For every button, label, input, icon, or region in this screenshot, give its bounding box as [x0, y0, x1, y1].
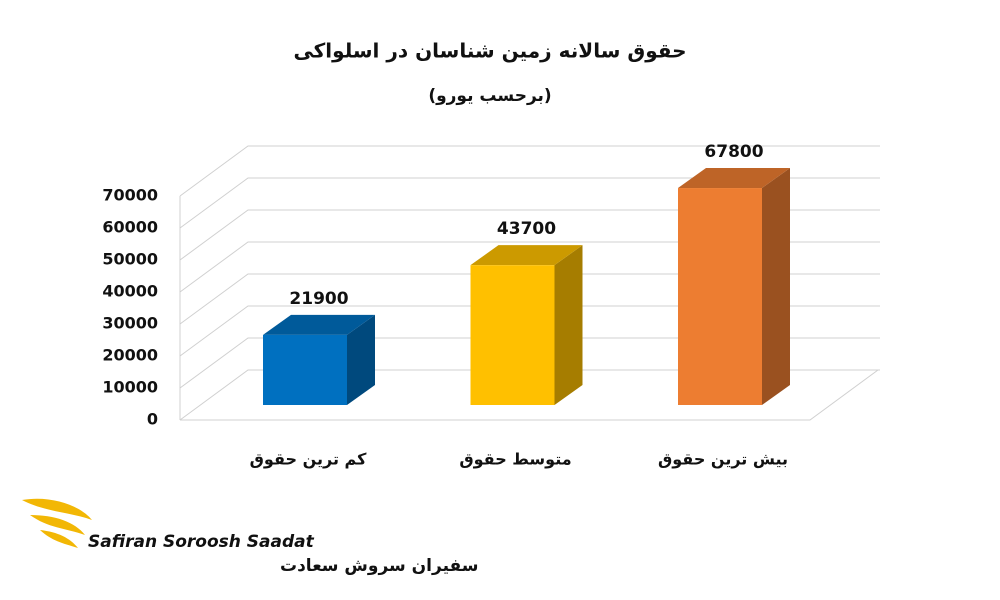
grid-line	[179, 305, 880, 357]
x-tick-label: متوسط حقوق	[459, 450, 571, 469]
bar-side	[762, 168, 790, 405]
chart-subtitle: (برحسب یورو)	[428, 86, 551, 106]
logo: Safiran Soroosh Saadat سفیران سروش سعادت	[22, 498, 478, 576]
grid-line	[179, 273, 880, 325]
y-tick-label: 10000	[102, 378, 158, 397]
bar-side	[554, 245, 583, 405]
y-tick-label: 40000	[102, 282, 158, 301]
value-label: 21900	[289, 289, 348, 309]
bar	[263, 334, 347, 405]
bar	[470, 265, 555, 405]
grid-line	[179, 209, 880, 261]
bar-top	[263, 314, 375, 335]
logo-name-en: Safiran Soroosh Saadat	[88, 532, 315, 552]
floor-edge	[180, 369, 879, 421]
logo-name-fa: سفیران سروش سعادت	[280, 556, 478, 576]
x-tick-label: بیش ترین حقوق	[658, 450, 788, 469]
y-tick-label: 60000	[102, 218, 158, 237]
y-tick-label: 30000	[102, 314, 158, 333]
chart-title: حقوق سالانه زمین شناسان در اسلواکی	[293, 39, 686, 63]
y-tick-label: 70000	[102, 186, 158, 205]
bar-top	[678, 168, 790, 189]
y-tick-label: 0	[147, 410, 158, 429]
grid-line	[179, 369, 880, 421]
bar-top	[470, 245, 583, 266]
value-label: 67800	[704, 142, 763, 162]
x-tick-label: کم ترین حقوق	[250, 450, 367, 469]
grid-line	[179, 177, 880, 229]
value-label: 43700	[497, 219, 556, 239]
y-tick-label: 20000	[102, 346, 158, 365]
y-tick-label: 50000	[102, 250, 158, 269]
grid-line	[179, 145, 880, 197]
logo-wing	[22, 498, 92, 548]
grid-line	[179, 337, 880, 389]
grid-line	[179, 241, 880, 293]
bar-side	[347, 314, 375, 405]
bar	[678, 188, 762, 405]
